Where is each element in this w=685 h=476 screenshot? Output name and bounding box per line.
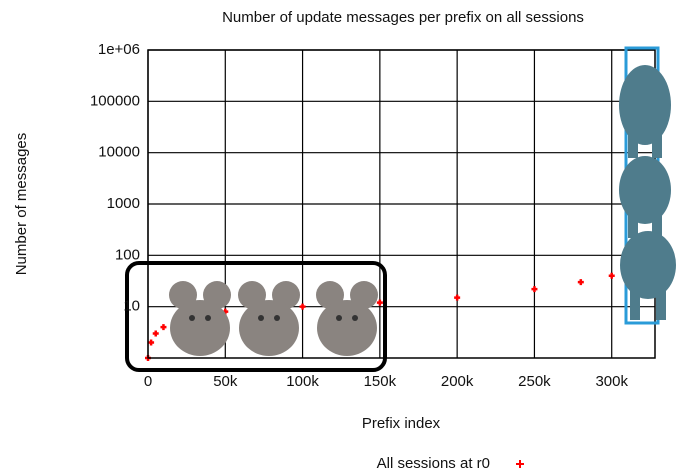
mouse-icons (169, 281, 378, 356)
y-tick-label: 1000 (107, 195, 140, 212)
x-axis-label: Prefix index (362, 415, 441, 432)
y-tick-label: 100 (115, 246, 140, 263)
data-point (148, 340, 154, 346)
x-tick-label: 250k (518, 373, 551, 390)
data-point (160, 324, 166, 330)
y-tick-label: 10 (123, 298, 140, 315)
data-point (609, 273, 615, 279)
data-point (377, 300, 383, 306)
y-tick-label: 10000 (98, 144, 140, 161)
data-point (578, 279, 584, 285)
elephants-illustration (619, 48, 676, 323)
y-tick-label: 1e+06 (98, 41, 140, 58)
legend-label: All sessions at r0 (377, 455, 490, 472)
x-tick-label: 0 (144, 373, 152, 390)
data-point (153, 331, 159, 337)
chart-title: Number of update messages per prefix on … (222, 9, 584, 26)
y-axis-label: Number of messages (13, 133, 30, 276)
data-point (300, 304, 306, 310)
data-point (531, 286, 537, 292)
x-tick-label: 150k (364, 373, 397, 390)
x-tick-label: 200k (441, 373, 474, 390)
data-point (454, 295, 460, 301)
x-tick-label: 50k (213, 373, 238, 390)
y-tick-label: 100000 (90, 92, 140, 109)
chart: Number of update messages per prefix on … (0, 0, 685, 476)
legend-marker (516, 460, 524, 468)
x-tick-label: 300k (595, 373, 628, 390)
mice-illustration (127, 263, 385, 370)
x-tick-label: 100k (286, 373, 319, 390)
elephant-icons (619, 65, 676, 320)
